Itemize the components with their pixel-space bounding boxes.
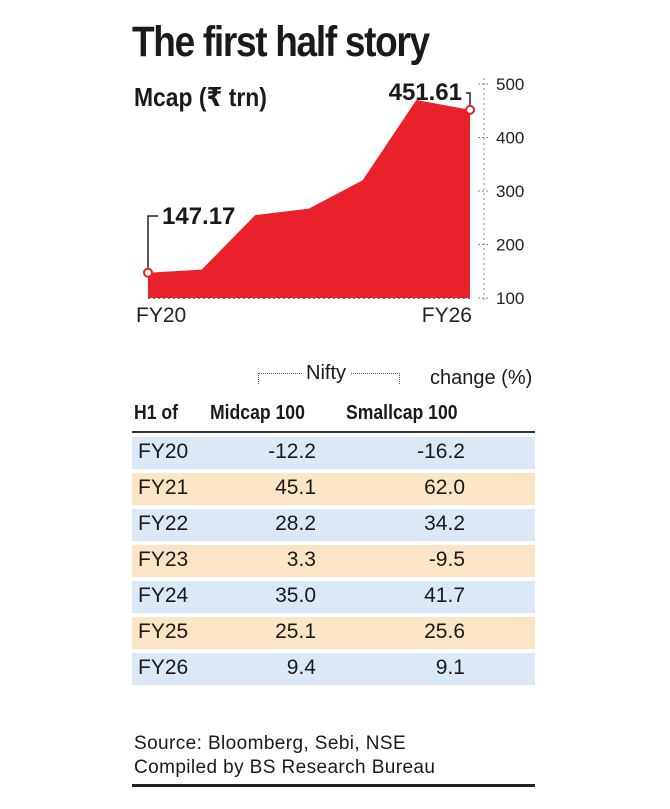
mcap-area-chart: 100 200 300 400 500 FY20 FY26 147.17 451.61: [136, 75, 524, 327]
source-line: Source: Bloomberg, Sebi, NSE: [134, 733, 407, 754]
data-point-marker: [143, 267, 153, 278]
table-row: FY23 3.3 -9.5: [132, 545, 535, 577]
row-year: FY21: [138, 476, 189, 499]
row-smallcap: 25.6: [424, 620, 465, 643]
row-midcap: 9.4: [286, 656, 316, 679]
callout-leader: [466, 92, 471, 105]
y-tick-label: 500: [496, 75, 524, 94]
table-row: FY25 25.1 25.6: [132, 617, 535, 649]
callout-label: 147.17: [162, 203, 235, 230]
col-header-midcap: Midcap 100: [210, 402, 305, 424]
row-midcap: 45.1: [275, 476, 316, 499]
data-point-marker: [465, 104, 475, 115]
row-midcap: -12.2: [268, 440, 316, 463]
row-midcap: 28.2: [275, 512, 316, 535]
x-tick-label: FY20: [136, 304, 186, 327]
row-year: FY23: [138, 548, 189, 571]
table-row: FY21 45.1 62.0: [132, 473, 535, 505]
row-smallcap: 62.0: [424, 476, 465, 499]
row-smallcap: 34.2: [424, 512, 465, 535]
x-tick-label: FY26: [422, 304, 472, 327]
y-tick-label: 400: [496, 129, 524, 148]
chart-ylabel: Mcap (₹ trn): [134, 82, 267, 112]
col-header-smallcap: Smallcap 100: [346, 402, 458, 424]
row-year: FY24: [138, 584, 189, 607]
row-year: FY20: [138, 440, 189, 463]
table-header-rule: [132, 431, 535, 433]
x-axis: FY20 FY26: [136, 298, 472, 327]
bottom-rule: [132, 784, 535, 787]
row-smallcap: -9.5: [428, 548, 465, 571]
row-smallcap: 41.7: [424, 584, 465, 607]
compiled-line: Compiled by BS Research Bureau: [134, 757, 436, 778]
y-tick-label: 100: [496, 289, 524, 308]
chart-title: The first half story: [132, 18, 430, 66]
row-year: FY25: [138, 620, 189, 643]
row-midcap: 35.0: [275, 584, 316, 607]
table-row: FY22 28.2 34.2: [132, 509, 535, 541]
table-row: FY26 9.4 9.1: [132, 653, 535, 685]
row-smallcap: -16.2: [417, 440, 465, 463]
callouts: 147.17 451.61: [143, 79, 475, 278]
callout-leader: [147, 215, 158, 268]
row-midcap: 25.1: [275, 620, 316, 643]
row-smallcap: 9.1: [435, 656, 465, 679]
row-midcap: 3.3: [286, 548, 316, 571]
callout-label: 451.61: [389, 79, 462, 106]
table-row: FY20 -12.2 -16.2: [132, 437, 535, 469]
y-axis: 100 200 300 400 500: [478, 75, 524, 308]
row-year: FY26: [138, 656, 189, 679]
change-label: change (%): [430, 367, 533, 389]
mcap-area: [148, 100, 470, 298]
y-tick-label: 200: [496, 236, 524, 255]
nifty-group-label: Nifty: [302, 362, 350, 385]
table-row: FY24 35.0 41.7: [132, 581, 535, 613]
y-tick-label: 300: [496, 182, 524, 201]
col-header-h1: H1 of: [134, 402, 178, 424]
row-year: FY22: [138, 512, 189, 535]
